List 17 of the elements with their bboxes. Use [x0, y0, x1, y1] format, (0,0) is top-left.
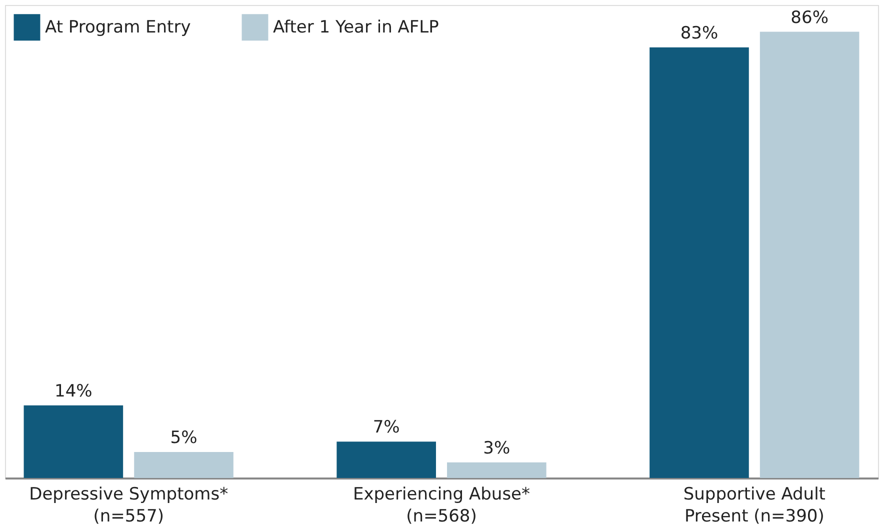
- x-tick-label: Supportive Adult Present (n=390): [683, 484, 826, 526]
- legend-label: After 1 Year in AFLP: [273, 17, 439, 38]
- data-label: 3%: [483, 438, 510, 458]
- x-tick-label: Experiencing Abuse* (n=568): [352, 484, 530, 526]
- bar: [760, 32, 860, 478]
- bar: [447, 462, 546, 478]
- bar: [336, 442, 436, 478]
- bar: [24, 405, 124, 478]
- bar: [650, 47, 749, 478]
- data-label: 14%: [54, 381, 92, 402]
- x-tick-label: Depressive Symptoms* (n=557): [29, 484, 228, 526]
- data-label: 7%: [372, 418, 400, 438]
- data-label: 5%: [170, 428, 198, 448]
- data-label: 86%: [790, 8, 828, 28]
- data-label: 83%: [680, 23, 718, 44]
- legend-label: At Program Entry: [45, 17, 191, 38]
- bar: [134, 452, 234, 478]
